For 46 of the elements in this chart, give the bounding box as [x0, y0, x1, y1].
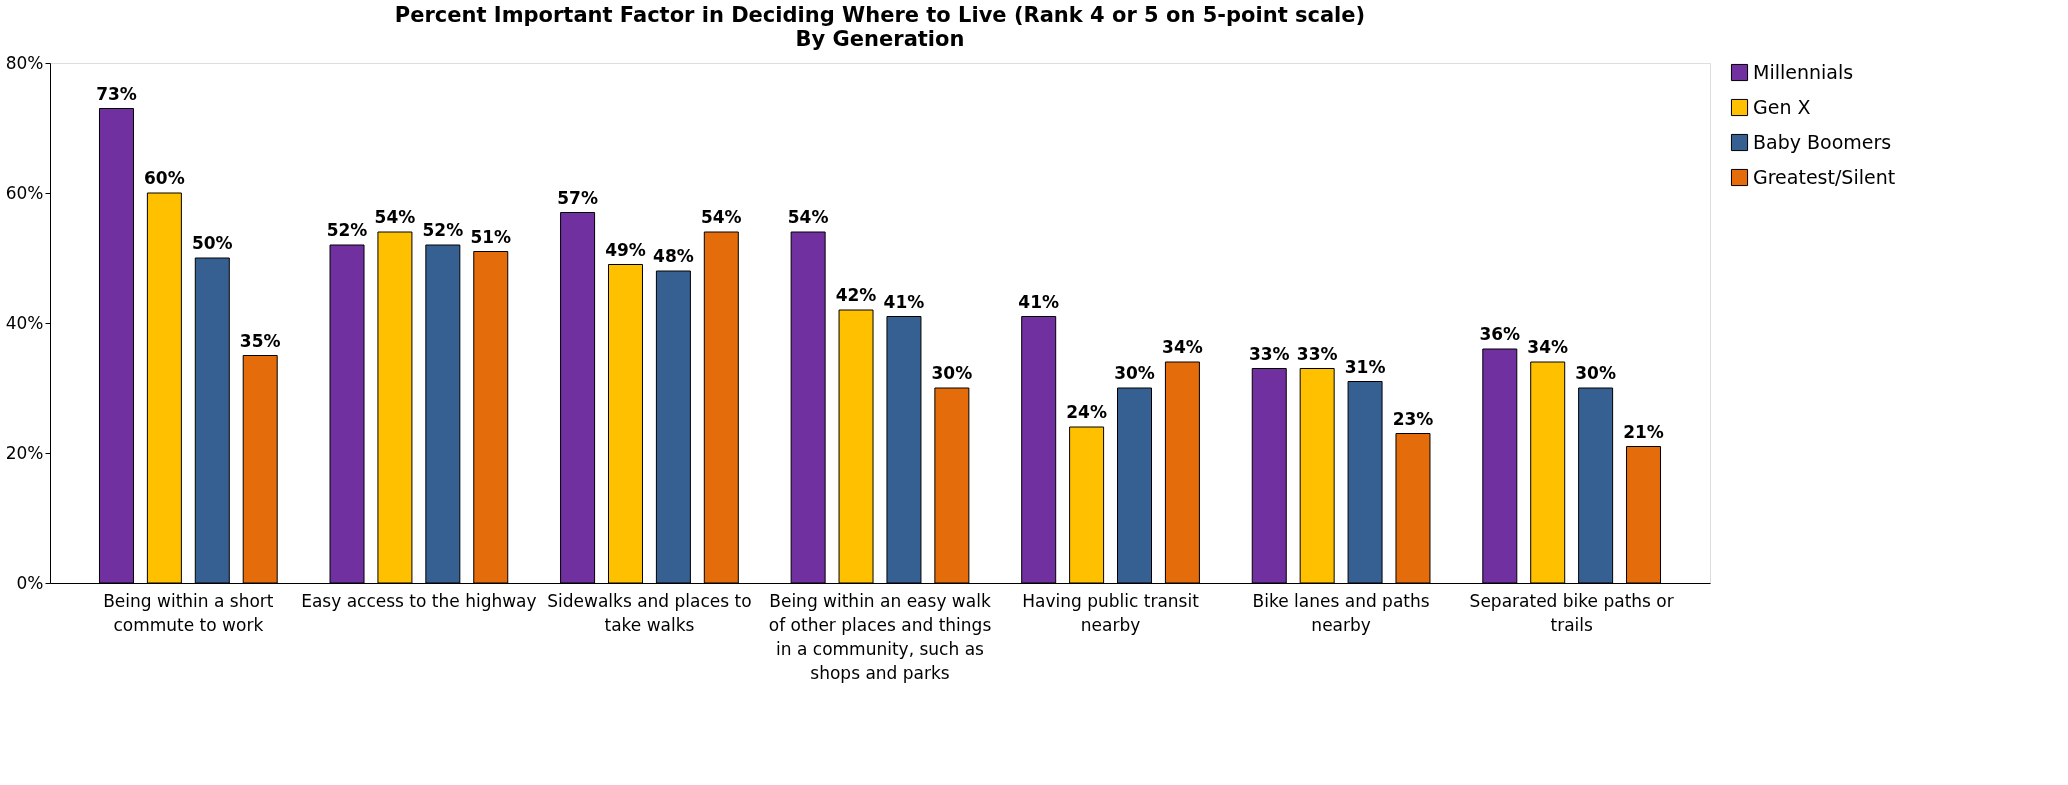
data-label: 23%: [1392, 408, 1434, 429]
data-label: 51%: [470, 226, 512, 247]
data-label: 48%: [653, 246, 694, 266]
y-tick-label: 0%: [16, 572, 44, 593]
y-tick-label: 80%: [5, 52, 44, 73]
data-label: 60%: [144, 168, 185, 188]
data-label: 34%: [1527, 337, 1569, 357]
legend-label: Baby Boomers: [1753, 130, 1892, 153]
legend-label: Greatest/Silent: [1753, 165, 1896, 188]
legend-label: Millennials: [1753, 60, 1854, 83]
data-label: 33%: [1248, 343, 1290, 364]
data-label: 42%: [835, 285, 877, 305]
data-label: 30%: [1575, 363, 1616, 383]
y-tick-label: 20%: [5, 442, 44, 463]
x-tick-label: Being within a short commute to work: [103, 590, 274, 635]
y-tick-label: 40%: [5, 312, 44, 333]
data-label: 52%: [326, 220, 368, 240]
x-tick-label: Easy access to the highway: [301, 590, 537, 611]
data-label: 33%: [1296, 343, 1338, 364]
data-label: 73%: [96, 83, 137, 104]
data-label: 41%: [883, 291, 925, 312]
data-label: 30%: [931, 363, 973, 383]
data-label: 21%: [1623, 421, 1664, 442]
data-label: 41%: [1018, 291, 1060, 312]
data-label: 24%: [1066, 402, 1107, 422]
x-tick-label: Having public transit nearby: [1022, 590, 1200, 635]
y-tick-label: 60%: [5, 182, 44, 203]
data-label: 52%: [422, 220, 464, 240]
x-tick-label: Bike lanes and paths nearby: [1252, 590, 1430, 635]
x-tick-label: Separated bike paths or trails: [1469, 590, 1674, 635]
x-tick-label: Sidewalks and places to take walks: [547, 590, 752, 635]
data-label: 50%: [191, 233, 233, 253]
data-label: 49%: [605, 239, 646, 260]
data-label: 30%: [1114, 363, 1155, 383]
data-label: 54%: [787, 207, 829, 227]
data-label: 54%: [374, 207, 416, 227]
data-label: 34%: [1162, 337, 1203, 357]
data-label: 54%: [700, 207, 742, 227]
legend-label: Gen X: [1753, 95, 1811, 118]
data-label: 57%: [557, 187, 598, 208]
data-label: 31%: [1344, 356, 1386, 377]
chart-title: Percent Important Factor in Deciding Where to Live (Rank 4 or 5 on 5-point scale): [394, 3, 1366, 27]
x-tick-label: Being within an easy walk of other places and things in a community, such as shops and parks: [768, 590, 992, 683]
chart-subtitle: By Generation: [795, 27, 965, 51]
data-label: 36%: [1479, 324, 1521, 344]
data-label: 35%: [239, 330, 281, 351]
